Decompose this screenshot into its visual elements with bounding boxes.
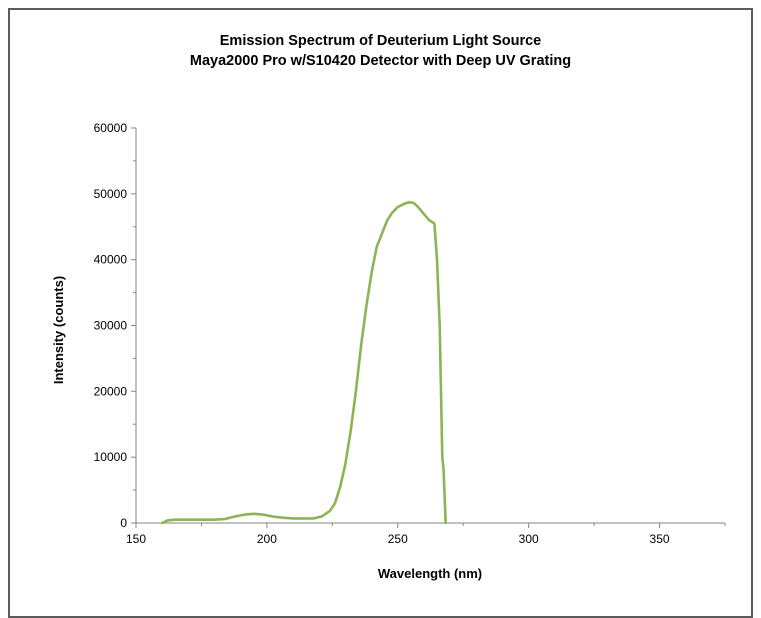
chart-title: Emission Spectrum of Deuterium Light Sou… xyxy=(219,33,542,49)
y-tick-label: 10000 xyxy=(94,450,128,464)
y-tick-label: 60000 xyxy=(94,121,128,135)
series-line xyxy=(160,201,448,525)
x-tick-label: 150 xyxy=(126,532,146,546)
y-tick-label: 20000 xyxy=(94,384,128,398)
x-tick-label: 250 xyxy=(388,532,408,546)
tick-labels: 0 10000 20000 30000 40000 50000 60000 150 200 250… xyxy=(94,121,670,546)
x-axis-title: Wavelength (nm) xyxy=(378,566,482,581)
x-tick-label: 350 xyxy=(650,532,670,546)
chart-plot: 0 10000 20000 30000 40000 50000 60000 150 200 250… xyxy=(51,121,726,581)
y-tick-label: 50000 xyxy=(94,187,128,201)
x-tick-label: 200 xyxy=(257,532,277,546)
y-tick-label: 40000 xyxy=(94,253,128,267)
chart-subtitle: Maya2000 Pro w/S10420 Detector with Deep… xyxy=(189,53,572,69)
series-group xyxy=(160,201,448,525)
chart-frame xyxy=(8,8,753,618)
axes xyxy=(135,128,725,524)
y-tick-label: 30000 xyxy=(94,319,128,333)
y-axis-title: Intensity (counts) xyxy=(51,276,66,384)
tick-marks xyxy=(131,127,726,528)
y-tick-label: 0 xyxy=(120,516,127,530)
x-tick-label: 300 xyxy=(519,532,539,546)
